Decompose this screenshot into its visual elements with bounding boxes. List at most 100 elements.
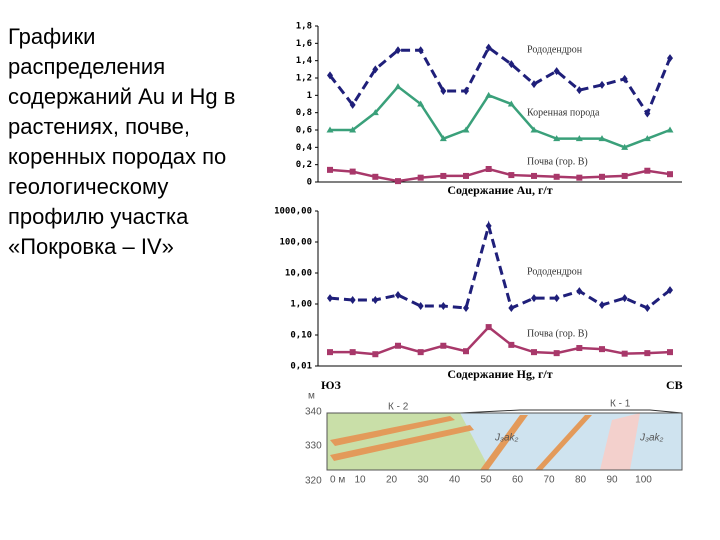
distance-label: 90 [606, 475, 618, 486]
point [599, 300, 605, 309]
profile [326, 409, 683, 471]
series-label: Рододендрон [527, 44, 583, 55]
point [485, 166, 492, 172]
point [621, 172, 628, 179]
point [395, 178, 401, 185]
point [553, 350, 560, 357]
point [599, 80, 605, 89]
point [531, 294, 537, 303]
point [531, 349, 537, 356]
distance-label: 80 [575, 475, 587, 486]
y-tick-label: 0,6 [296, 126, 312, 136]
series-label: Рододендрон [527, 266, 583, 277]
point [485, 324, 492, 331]
y-tick-label: 0,01 [290, 362, 312, 372]
distance-label: 100 [635, 475, 652, 486]
y-tick-label: 0,10 [290, 331, 312, 341]
point [440, 302, 447, 311]
y-tick-label: 1000,00 [274, 207, 312, 217]
distance-label: 50 [480, 475, 492, 486]
point [440, 342, 447, 349]
point [576, 174, 583, 181]
profile-sw: ЮЗ [321, 378, 341, 392]
series-line [330, 84, 671, 149]
point [394, 83, 402, 90]
point [349, 349, 356, 356]
point [372, 351, 379, 358]
point [667, 349, 673, 356]
point [463, 304, 469, 313]
formation-label: J₃ak₂ [639, 433, 664, 444]
point [485, 43, 492, 52]
y-tick-label: 100,00 [279, 238, 312, 248]
point [417, 174, 424, 181]
point [507, 100, 515, 107]
profile-unit: м [308, 391, 315, 402]
point [372, 173, 379, 180]
point [485, 221, 492, 230]
intrusion [600, 413, 640, 470]
series-line [329, 220, 671, 311]
point [667, 286, 673, 295]
point [417, 46, 424, 55]
point [508, 341, 515, 348]
point [599, 173, 605, 180]
point [349, 100, 356, 109]
slide-title: Графики распределения содержаний Au и Hg… [8, 24, 236, 259]
point [395, 291, 401, 300]
point [439, 135, 447, 142]
point [553, 294, 560, 303]
point [508, 304, 515, 313]
profile-frame [326, 412, 683, 471]
point [327, 294, 333, 303]
point [621, 143, 629, 150]
y-tick-label: 1,6 [296, 39, 312, 49]
profile-ne: СВ [666, 378, 683, 392]
point [553, 67, 560, 76]
point [621, 74, 628, 83]
point [395, 342, 401, 349]
point [462, 126, 470, 133]
series-label: Почва (гор. В) [527, 156, 588, 167]
series-label: Почва (гор. В) [527, 328, 588, 339]
point [327, 71, 333, 80]
point [643, 135, 651, 142]
y-tick-label: 0 [307, 178, 312, 188]
block-label: К - 1 [610, 399, 631, 410]
point [644, 167, 651, 174]
point [327, 166, 333, 173]
y-tick-label: 0,4 [296, 143, 313, 153]
block-label: К - 2 [388, 402, 409, 413]
point [667, 54, 673, 63]
point [485, 91, 493, 98]
y-tick-label: 1,8 [296, 22, 312, 32]
distance-label: 0 м [330, 475, 345, 486]
point [463, 348, 469, 355]
series-label: Коренная порода [527, 107, 600, 118]
y-tick-label: 1 [307, 91, 312, 101]
point [440, 87, 447, 95]
point [576, 345, 583, 352]
point [666, 126, 674, 133]
point [417, 302, 424, 311]
y-tick-label: 1,2 [296, 74, 312, 84]
y-tick-label: 0,8 [296, 108, 312, 118]
point [621, 294, 628, 303]
point [417, 349, 424, 356]
point [372, 295, 379, 304]
y-tick-label: 1,00 [290, 300, 312, 310]
point [372, 65, 379, 74]
point [531, 80, 537, 89]
vein [480, 415, 528, 470]
point [575, 135, 583, 142]
point [598, 135, 606, 142]
point [599, 346, 605, 353]
x-axis-label: Содержание Au, г/т [447, 183, 552, 197]
point [417, 100, 425, 107]
vein [535, 415, 592, 470]
point [349, 126, 357, 133]
point [621, 350, 628, 357]
point [327, 349, 333, 356]
point [644, 109, 651, 118]
